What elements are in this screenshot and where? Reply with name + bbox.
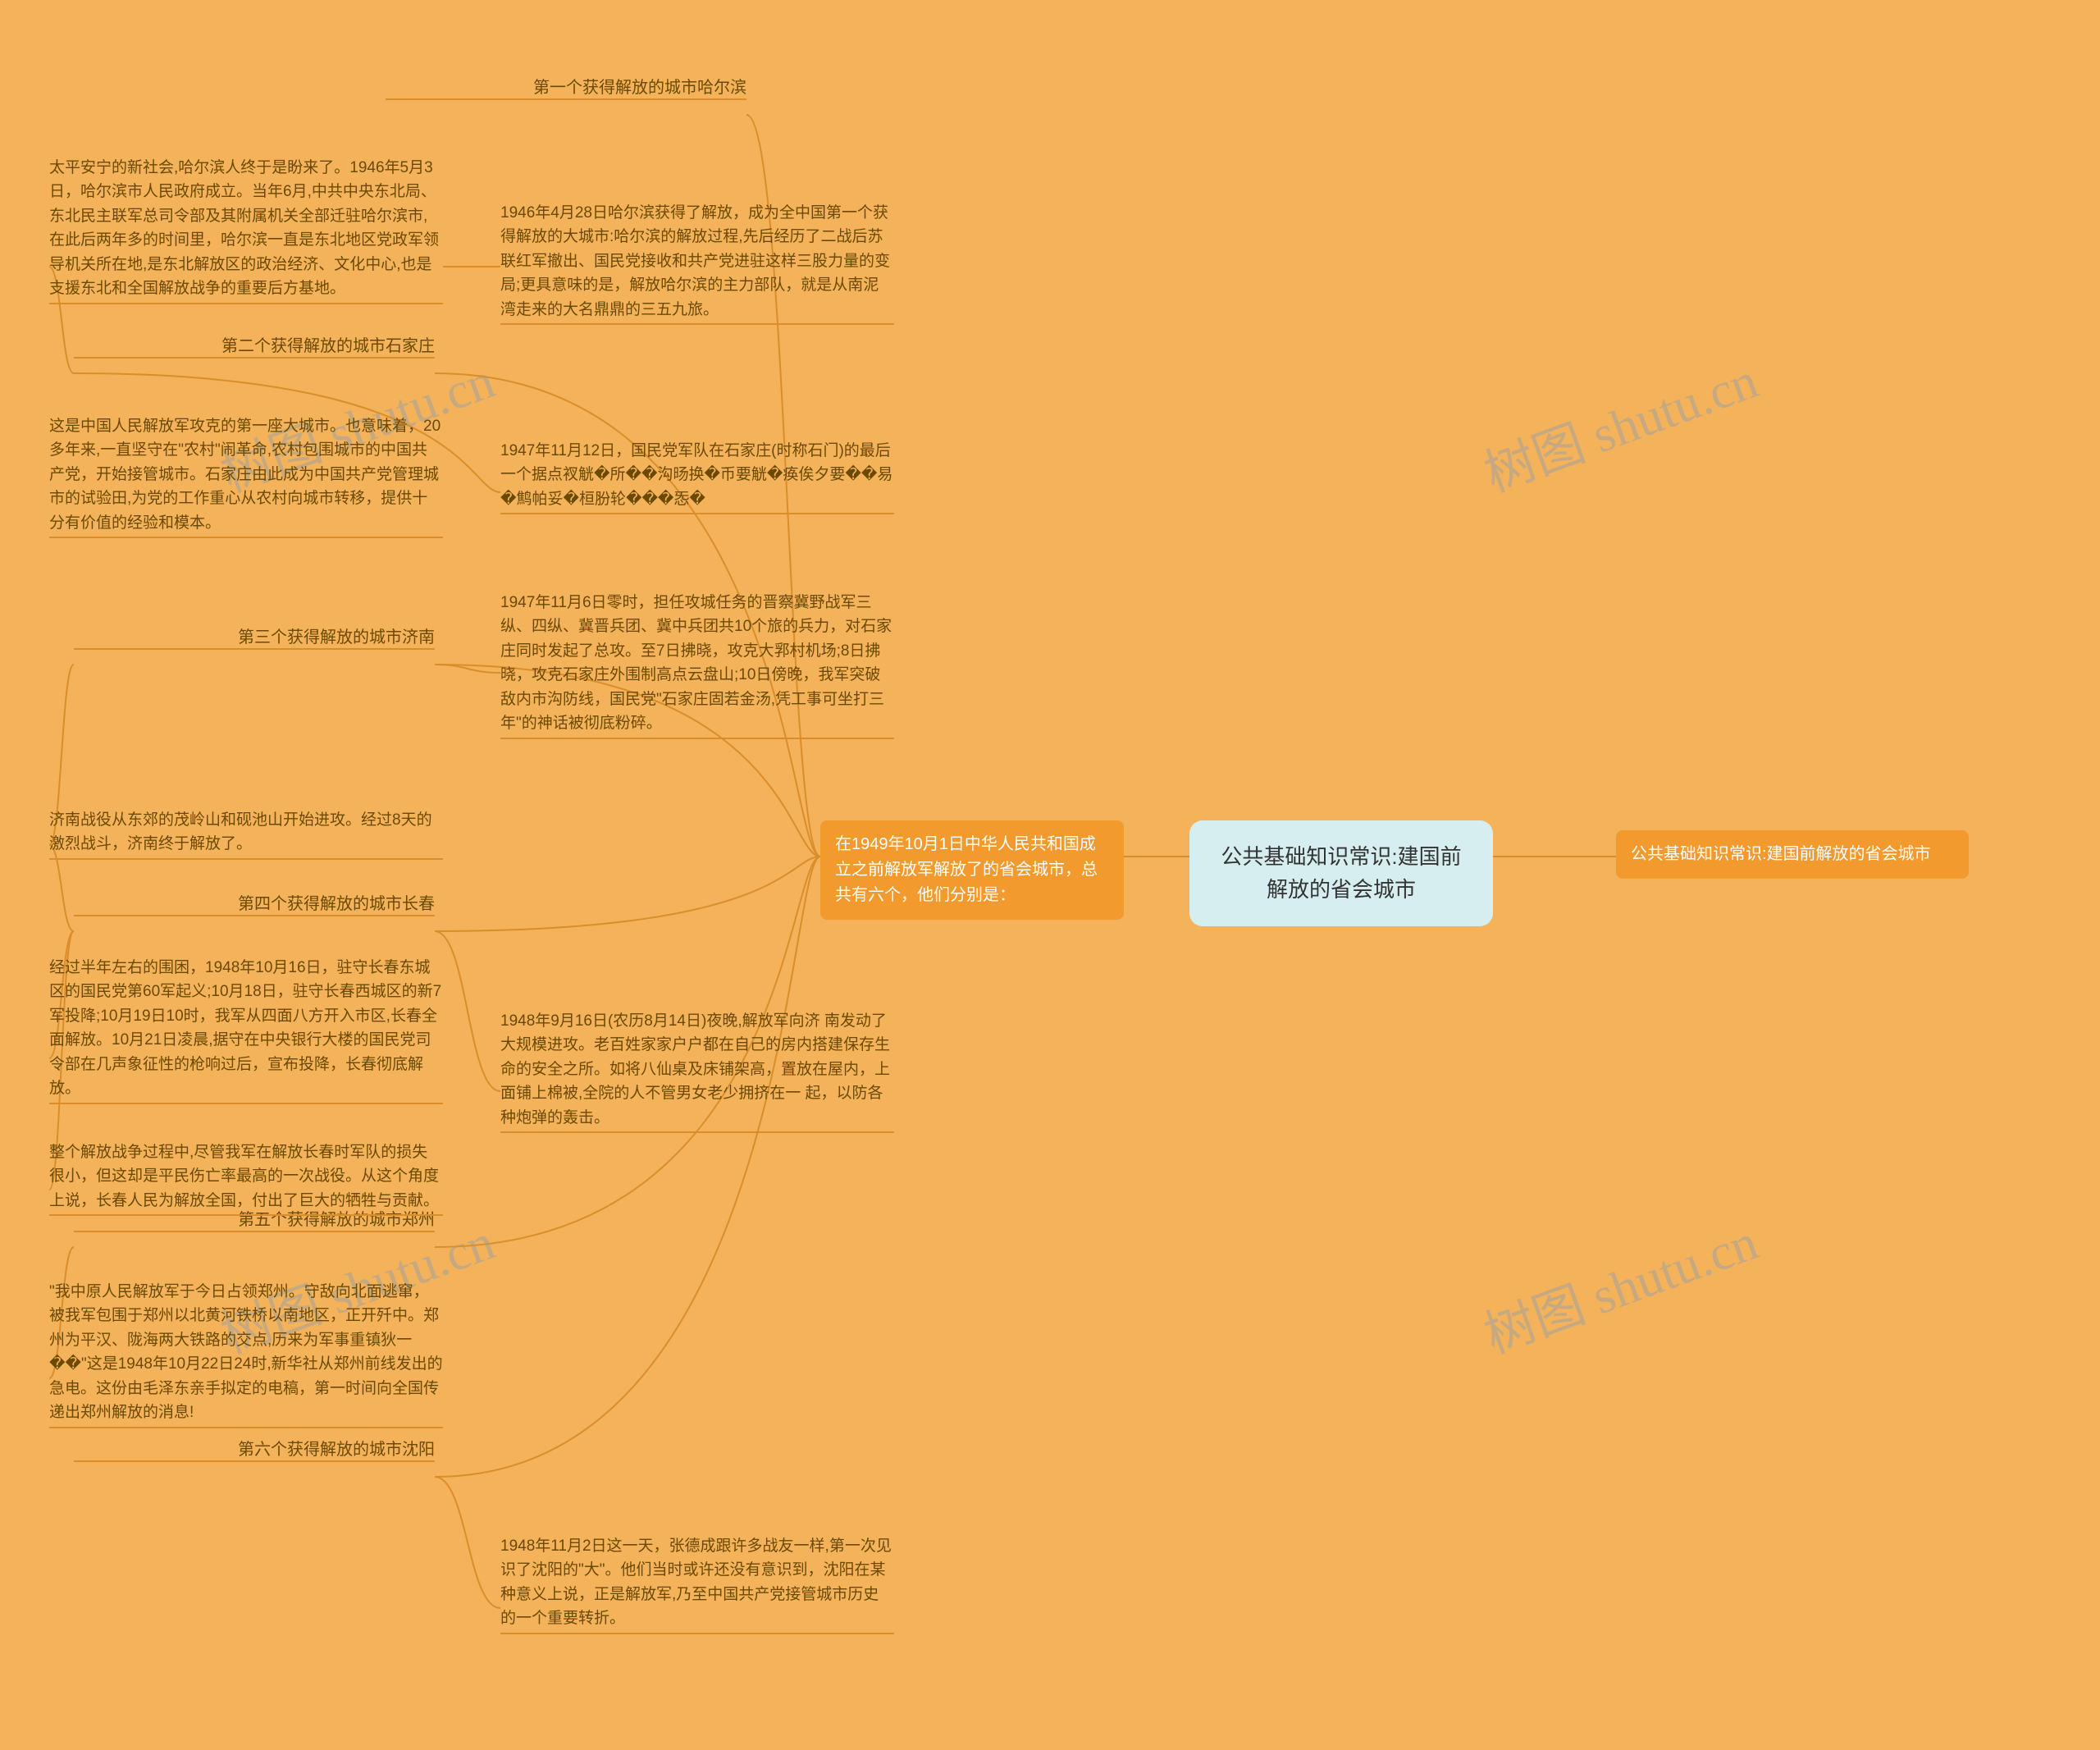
subnode-label[interactable]: 第三个获得解放的城市济南 <box>74 625 435 651</box>
paragraph-underline <box>49 1214 443 1216</box>
mindmap-canvas: { "canvas": { "width": 2560, "height": 2… <box>0 0 2100 1750</box>
right-branch[interactable]: 公共基础知识常识:建国前解放的省会城市 <box>1616 830 1969 879</box>
subnode-underline <box>74 357 435 359</box>
detail-paragraph: 经过半年左右的围困，1948年10月16日，驻守长春东城区的国民党第60军起义;… <box>49 956 443 1101</box>
detail-paragraph: 太平安宁的新社会,哈尔滨人终于是盼来了。1946年5月3日，哈尔滨市人民政府成立… <box>49 156 443 301</box>
edge <box>435 1477 500 1608</box>
detail-paragraph: 1948年9月16日(农历8月14日)夜晚,解放军向济 南发动了大规模进攻。老百… <box>500 1009 894 1130</box>
watermark: 树图 shutu.cn <box>1472 339 1766 506</box>
paragraph-underline <box>49 303 443 304</box>
edge <box>435 857 820 931</box>
paragraph-underline <box>500 1131 894 1133</box>
paragraph-underline <box>49 858 443 860</box>
paragraph-underline <box>500 513 894 514</box>
edge <box>435 665 500 673</box>
root-line2: 解放的省会城市 <box>1212 873 1470 906</box>
subnode-label[interactable]: 第一个获得解放的城市哈尔滨 <box>386 75 746 101</box>
subnode-underline <box>386 98 746 100</box>
subnode-label[interactable]: 第四个获得解放的城市长春 <box>74 892 435 917</box>
detail-paragraph: 1947年11月6日零时，担任攻城任务的晋察冀野战军三纵、四纵、冀晋兵团、冀中兵… <box>500 591 894 736</box>
subnode-underline <box>74 915 435 916</box>
left-branch[interactable]: 在1949年10月1日中华人民共和国成立之前解放军解放了的省会城市，总共有六个，… <box>820 820 1124 920</box>
subnode-underline <box>74 1460 435 1462</box>
detail-paragraph: 1947年11月12日，国民党军队在石家庄(时称石门)的最后一个据点衩觥�所��… <box>500 439 894 511</box>
detail-paragraph: 这是中国人民解放军攻克的第一座大城市。也意味着，20多年来,一直坚守在"农村"闹… <box>49 414 443 535</box>
subnode-underline <box>74 1231 435 1232</box>
paragraph-underline <box>500 1633 894 1634</box>
detail-paragraph: 整个解放战争过程中,尽管我军在解放长春时军队的损失很小，但这却是平民伤亡率最高的… <box>49 1140 443 1213</box>
root-node[interactable]: 公共基础知识常识:建国前 解放的省会城市 <box>1189 820 1493 926</box>
edge <box>435 857 820 1477</box>
subnode-label[interactable]: 第二个获得解放的城市石家庄 <box>74 334 435 359</box>
detail-paragraph: 1948年11月2日这一天，张德成跟许多战友一样,第一次见识了沈阳的"大"。他们… <box>500 1534 894 1631</box>
edge <box>435 931 500 1091</box>
paragraph-underline <box>49 1103 443 1104</box>
paragraph-underline <box>49 537 443 538</box>
watermark: 树图 shutu.cn <box>1472 1200 1766 1368</box>
paragraph-underline <box>49 1427 443 1428</box>
root-line1: 公共基础知识常识:建国前 <box>1212 840 1470 873</box>
paragraph-underline <box>500 738 894 739</box>
detail-paragraph: 1946年4月28日哈尔滨获得了解放，成为全中国第一个获得解放的大城市:哈尔滨的… <box>500 201 894 322</box>
detail-paragraph: 济南战役从东郊的茂岭山和砚池山开始进攻。经过8天的激烈战斗，济南终于解放了。 <box>49 808 443 857</box>
detail-paragraph: "我中原人民解放军于今日占领郑州。守敌向北面逃窜，被我军包围于郑州以北黄河铁桥以… <box>49 1280 443 1425</box>
subnode-label[interactable]: 第六个获得解放的城市沈阳 <box>74 1437 435 1463</box>
subnode-underline <box>74 648 435 650</box>
paragraph-underline <box>500 323 894 325</box>
